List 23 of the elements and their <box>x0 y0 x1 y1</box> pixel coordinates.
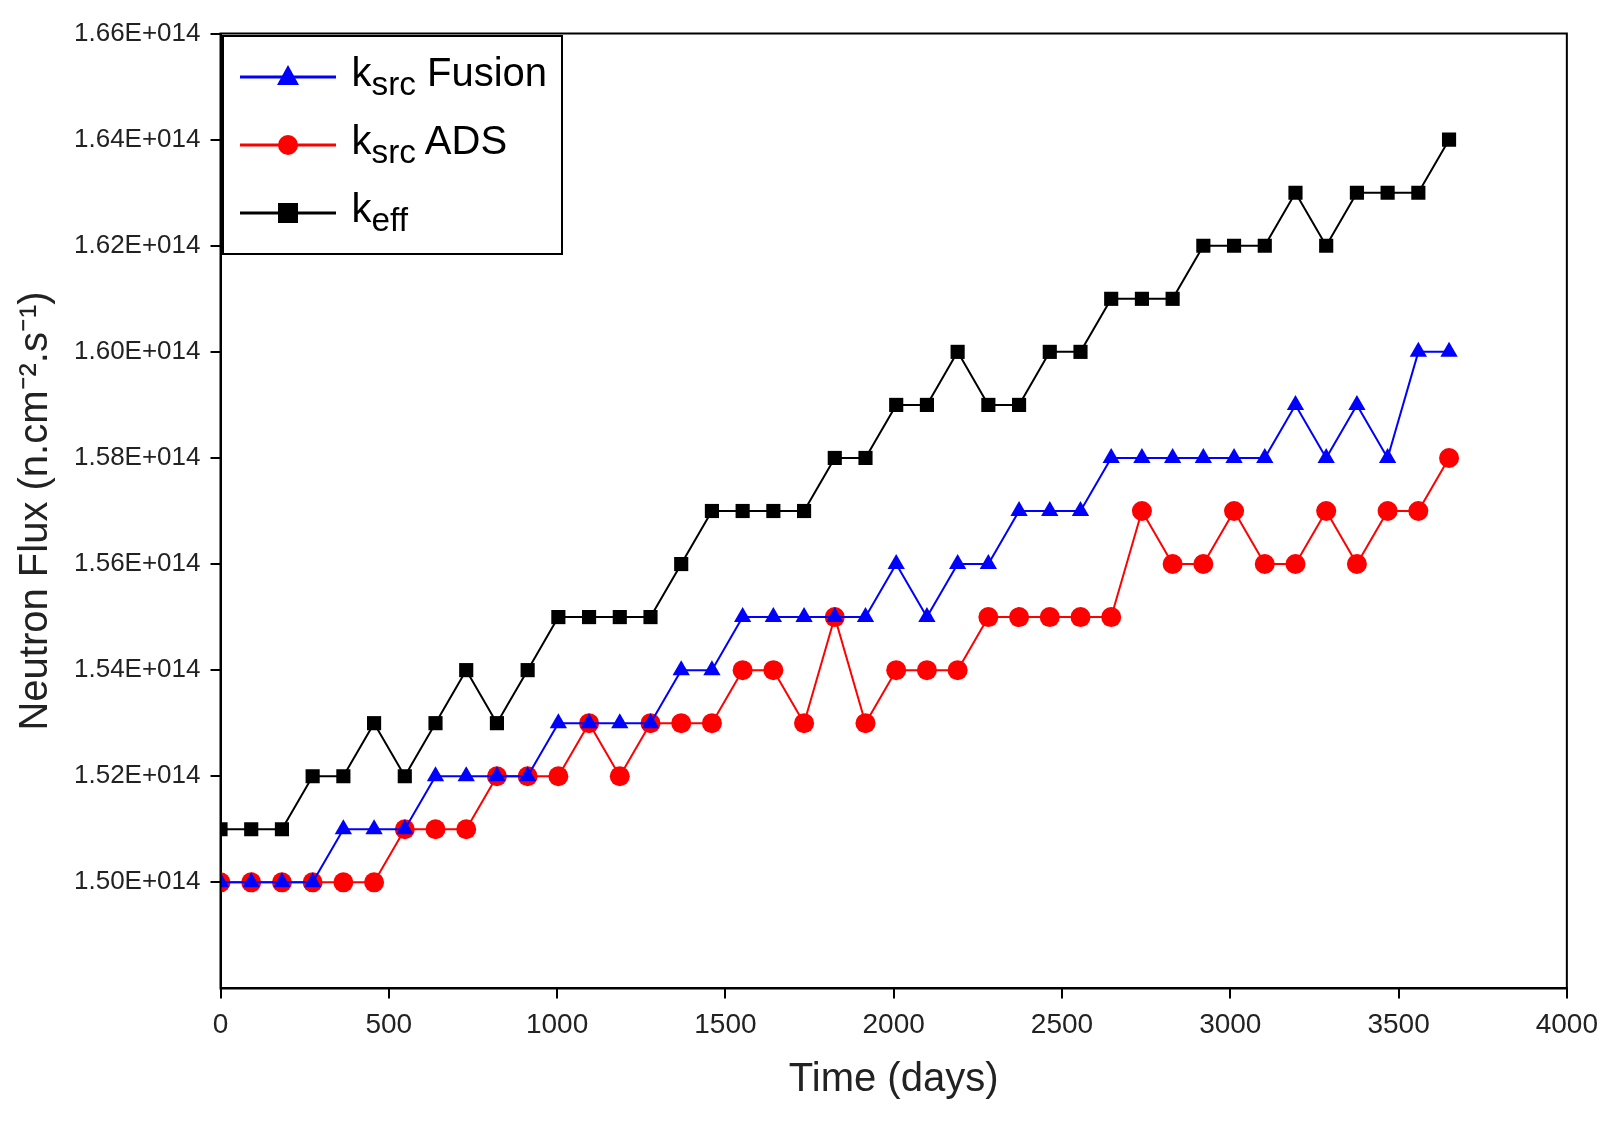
y-tick-label: 1.58E+014 <box>73 441 201 472</box>
x-tick-label: 3000 <box>1199 1007 1262 1039</box>
x-tick-label: 4000 <box>1535 1007 1598 1039</box>
x-tick-label: 0 <box>212 1007 229 1039</box>
x-tick-label: 1500 <box>694 1007 757 1039</box>
x-tick-label: 3500 <box>1367 1007 1430 1039</box>
y-tick-label: 1.64E+014 <box>73 122 201 153</box>
y-tick-label: 1.56E+014 <box>73 547 201 578</box>
x-tick-label: 1000 <box>525 1007 589 1039</box>
legend-label: k$_{src}$ ADS <box>351 118 508 172</box>
y-tick-label: 1.60E+014 <box>73 335 201 366</box>
y-tick-label: 1.54E+014 <box>73 653 201 684</box>
x-tick-label: 2000 <box>862 1007 925 1039</box>
x-axis-title: Time (days) <box>788 1055 999 1100</box>
y-tick-label: 1.66E+014 <box>73 16 201 47</box>
y-tick-label: 1.52E+014 <box>73 759 201 790</box>
y-tick-label: 1.62E+014 <box>73 228 201 259</box>
y-axis-title: Neutron Flux (n.cm⁻².s⁻¹) <box>11 291 56 731</box>
y-tick-label: 1.50E+014 <box>73 865 201 896</box>
legend-label: k$_{src}$ Fusion <box>351 50 548 104</box>
x-tick-label: 2500 <box>1030 1007 1094 1039</box>
x-tick-label: 500 <box>365 1007 413 1039</box>
legend-label: k$_{eff}$ <box>351 186 408 240</box>
